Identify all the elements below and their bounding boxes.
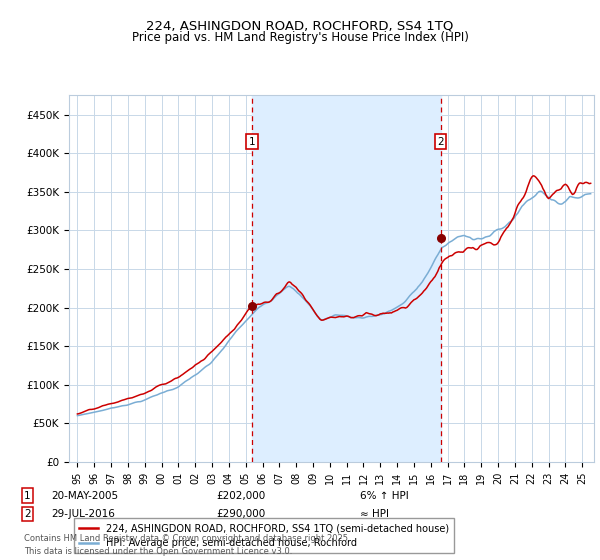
Text: ≈ HPI: ≈ HPI <box>360 509 389 519</box>
Text: 1: 1 <box>24 491 31 501</box>
Text: £202,000: £202,000 <box>216 491 265 501</box>
Text: 6% ↑ HPI: 6% ↑ HPI <box>360 491 409 501</box>
Text: 1: 1 <box>249 137 256 147</box>
Text: Contains HM Land Registry data © Crown copyright and database right 2025.
This d: Contains HM Land Registry data © Crown c… <box>24 534 350 556</box>
Legend: 224, ASHINGDON ROAD, ROCHFORD, SS4 1TQ (semi-detached house), HPI: Average price: 224, ASHINGDON ROAD, ROCHFORD, SS4 1TQ (… <box>74 518 454 553</box>
Text: 2: 2 <box>24 509 31 519</box>
Text: 20-MAY-2005: 20-MAY-2005 <box>51 491 118 501</box>
Bar <box>252 95 440 462</box>
Text: Price paid vs. HM Land Registry's House Price Index (HPI): Price paid vs. HM Land Registry's House … <box>131 31 469 44</box>
Text: £290,000: £290,000 <box>216 509 265 519</box>
Text: 224, ASHINGDON ROAD, ROCHFORD, SS4 1TQ: 224, ASHINGDON ROAD, ROCHFORD, SS4 1TQ <box>146 20 454 32</box>
Text: 29-JUL-2016: 29-JUL-2016 <box>51 509 115 519</box>
Text: 2: 2 <box>437 137 444 147</box>
